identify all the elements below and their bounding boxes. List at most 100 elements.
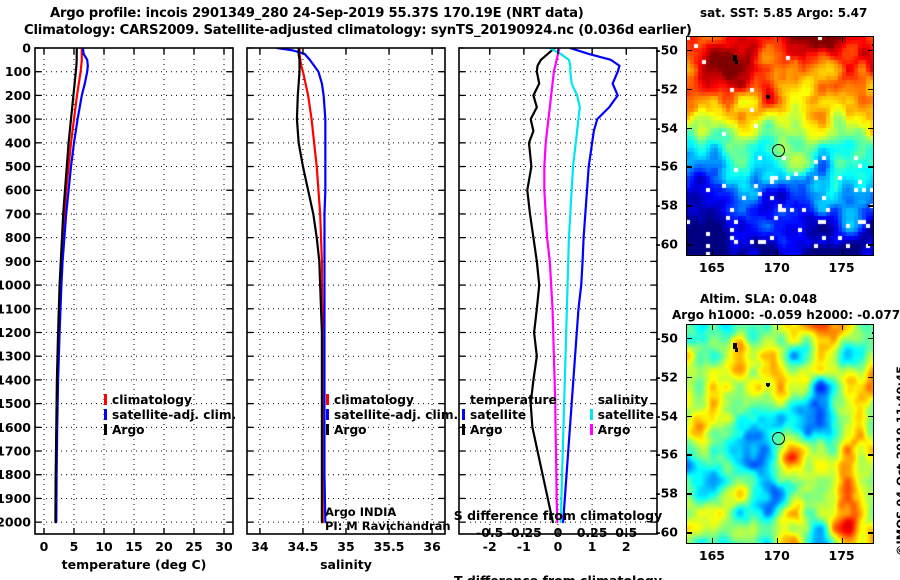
sst-map-title: sat. SST: 5.85 Argo: 5.47 <box>700 6 868 20</box>
x-tick-label: 34 <box>251 539 269 554</box>
depth-tick-label: 1800 <box>0 467 31 482</box>
depth-tick-label: 1500 <box>0 396 31 411</box>
legend-swatch <box>589 424 593 435</box>
depth-tick-label: 1200 <box>0 325 31 340</box>
x-tick-label: 20 <box>155 539 173 554</box>
map-y-tick <box>868 88 874 91</box>
x-axis-label: salinity <box>320 557 372 572</box>
map-y-tick <box>868 244 874 246</box>
map-y-tick <box>686 454 692 456</box>
map-x-tick <box>841 36 844 42</box>
map-y-tick-label: -54 <box>655 120 678 135</box>
series-salinity-satellite <box>548 48 581 524</box>
imos-watermark: ©IMOS 04-Oct-2019 11:40:45 <box>894 365 900 556</box>
map-y-tick-label: -52 <box>655 81 678 97</box>
depth-tick-label: 1300 <box>0 349 31 364</box>
map-y-tick-label: -56 <box>655 158 678 174</box>
map-x-tick-label: 175 <box>828 260 855 275</box>
depth-tick-label: 1700 <box>0 444 31 459</box>
map-y-tick-label: -50 <box>655 330 678 346</box>
x-tick-label: 0 <box>40 539 49 554</box>
sla-map-frame <box>686 324 874 544</box>
map-x-tick <box>776 538 779 544</box>
map-y-tick-label: -58 <box>655 197 678 213</box>
x-tick-label: 2 <box>622 539 631 554</box>
program-annotation: Argo INDIA <box>325 505 397 519</box>
legend-item: Argo <box>326 423 458 438</box>
map-x-tick <box>711 538 714 544</box>
map-y-tick <box>686 88 692 91</box>
depth-tick-label: 500 <box>5 159 31 174</box>
profile-panels: 0 100 200 300 400 500 600 700 800 900 1000 1100 1200… <box>0 41 663 580</box>
legend-swatch <box>462 409 465 420</box>
s-axis-label: S difference from climatology <box>454 508 663 523</box>
s-tick-label: -0.5 <box>476 525 503 540</box>
map-x-tick <box>711 36 714 42</box>
map-y-tick <box>686 127 692 129</box>
x-axis-label: temperature (deg C) <box>62 557 207 572</box>
sla-map[interactable]: 165 170 175 -50 -52 -54 -56 -58 -60 <box>655 324 874 563</box>
sla-map-title-line1: Altim. SLA: 0.048 <box>700 292 818 306</box>
x-tick-label: 36 <box>423 539 441 554</box>
float-track-mark <box>733 55 737 61</box>
map-y-tick <box>686 415 692 417</box>
depth-tick-label: 600 <box>5 183 31 198</box>
s-tick-label: -0.25 <box>506 525 542 540</box>
legend-label: Argo <box>112 423 145 437</box>
depth-tick-label: 200 <box>5 88 31 103</box>
map-x-tick-label: 165 <box>698 548 725 563</box>
map-y-tick <box>868 205 874 207</box>
map-x-tick <box>776 324 779 330</box>
panel-salinity: 34 34.5 35 35.5 36 salinity <box>246 47 446 572</box>
legend-item: climatology <box>326 393 458 408</box>
s-tick-label: 0.25 <box>577 525 608 540</box>
map-y-tick-label: -60 <box>655 524 678 540</box>
map-x-tick-label: 170 <box>763 260 790 275</box>
x-tick-label: 5 <box>70 539 79 554</box>
depth-tick-label: 100 <box>5 64 31 79</box>
map-y-tick-label: -56 <box>655 446 678 462</box>
map-y-tick <box>686 493 692 495</box>
map-y-tick <box>686 49 692 52</box>
depth-tick-label: 400 <box>5 135 31 150</box>
map-y-tick <box>868 166 874 168</box>
temperature-legend: climatology satellite-adj. clim. Argo <box>104 393 236 438</box>
legend-swatch <box>589 409 593 420</box>
page-title-line2: Climatology: CARS2009. Satellite-adjuste… <box>24 23 692 38</box>
map-x-tick-label: 175 <box>828 548 855 563</box>
series-argo <box>295 48 323 524</box>
legend-label: climatology <box>112 393 192 407</box>
legend-item: satellite-adj. clim. <box>104 408 236 423</box>
float-track-mark <box>767 385 769 387</box>
legend-item: Argo <box>462 423 557 438</box>
legend-item: satellite-adj. clim. <box>326 408 458 423</box>
float-track-mark <box>767 97 769 99</box>
sst-map[interactable]: 165 170 175 -50 -52 -54 -56 -58 -60 <box>655 36 874 275</box>
depth-tick-label: 2000 <box>0 515 31 530</box>
legend-swatch <box>462 424 465 435</box>
series-temperature-argo <box>526 48 556 524</box>
s-tick-label: 0.5 <box>615 525 637 540</box>
page-title-line1: Argo profile: incois 2901349_280 24-Sep-… <box>50 6 584 21</box>
map-y-tick <box>686 376 692 379</box>
depth-tick-label: 1400 <box>0 372 31 387</box>
float-track-mark <box>735 60 738 64</box>
map-y-tick-label: -58 <box>655 485 678 501</box>
x-tick-label: 34.5 <box>288 539 319 554</box>
legend-header: temperature <box>470 393 557 407</box>
legend-column: salinity satellite Argo <box>589 393 654 438</box>
map-x-tick <box>841 324 844 330</box>
depth-tick-label: 1900 <box>0 491 31 506</box>
x-tick-label: 35.5 <box>374 539 405 554</box>
map-y-tick <box>868 337 874 340</box>
legend-label: satellite-adj. clim. <box>112 408 237 422</box>
x-tick-label: -2 <box>483 539 497 554</box>
panel-temperature: 0 5 10 15 20 25 30 temperature (deg C) <box>34 47 234 572</box>
map-y-tick <box>868 454 874 456</box>
float-track-mark <box>733 343 737 349</box>
map-y-tick-label: -50 <box>655 42 678 58</box>
x-tick-label: 15 <box>125 539 142 554</box>
map-y-tick <box>868 532 874 534</box>
legend-item: Argo <box>104 423 236 438</box>
map-y-tick-label: -60 <box>655 236 678 252</box>
